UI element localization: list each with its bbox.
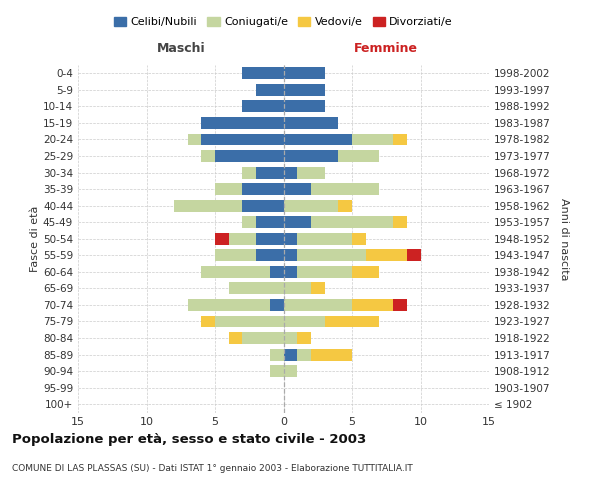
Bar	[366, 250, 407, 262]
Bar	[352, 299, 393, 311]
Text: Popolazione per età, sesso e stato civile - 2003: Popolazione per età, sesso e stato civil…	[12, 432, 366, 446]
Bar	[242, 100, 284, 112]
Bar	[393, 299, 407, 311]
Bar	[188, 134, 202, 145]
Bar	[284, 233, 297, 244]
Bar	[270, 365, 284, 377]
Bar	[270, 299, 284, 311]
Bar	[338, 200, 352, 211]
Bar	[215, 316, 284, 328]
Bar	[284, 299, 352, 311]
Bar	[311, 282, 325, 294]
Bar	[202, 134, 284, 145]
Bar	[284, 84, 325, 96]
Bar	[215, 183, 242, 195]
Bar	[284, 348, 297, 360]
Bar	[352, 233, 366, 244]
Bar	[256, 166, 284, 178]
Bar	[284, 150, 338, 162]
Bar	[202, 266, 270, 278]
Bar	[284, 166, 297, 178]
Bar	[284, 183, 311, 195]
Bar	[284, 250, 297, 262]
Bar	[242, 68, 284, 79]
Bar	[242, 216, 256, 228]
Bar	[256, 216, 284, 228]
Bar	[242, 332, 284, 344]
Bar	[202, 150, 215, 162]
Bar	[188, 299, 270, 311]
Bar	[284, 282, 311, 294]
Bar	[284, 200, 338, 211]
Bar	[407, 250, 421, 262]
Bar	[311, 348, 352, 360]
Bar	[393, 216, 407, 228]
Bar	[202, 316, 215, 328]
Y-axis label: Anni di nascita: Anni di nascita	[559, 198, 569, 280]
Bar	[352, 134, 393, 145]
Y-axis label: Fasce di età: Fasce di età	[30, 206, 40, 272]
Bar	[284, 100, 325, 112]
Bar	[284, 68, 325, 79]
Bar	[284, 134, 352, 145]
Bar	[229, 282, 284, 294]
Bar	[311, 183, 379, 195]
Bar	[242, 183, 284, 195]
Bar	[256, 233, 284, 244]
Bar	[284, 266, 297, 278]
Bar	[393, 134, 407, 145]
Bar	[256, 250, 284, 262]
Bar	[229, 332, 242, 344]
Bar	[215, 233, 229, 244]
Bar	[297, 233, 352, 244]
Bar	[297, 250, 366, 262]
Bar	[202, 117, 284, 129]
Bar	[297, 266, 352, 278]
Legend: Celibi/Nubili, Coniugati/e, Vedovi/e, Divorziati/e: Celibi/Nubili, Coniugati/e, Vedovi/e, Di…	[114, 16, 453, 28]
Bar	[284, 332, 297, 344]
Bar	[270, 348, 284, 360]
Bar	[215, 150, 284, 162]
Bar	[242, 166, 256, 178]
Bar	[297, 332, 311, 344]
Text: Femmine: Femmine	[354, 42, 418, 54]
Bar	[215, 250, 256, 262]
Bar	[352, 266, 379, 278]
Bar	[270, 266, 284, 278]
Bar	[338, 150, 379, 162]
Bar	[284, 117, 338, 129]
Bar	[297, 348, 311, 360]
Text: Maschi: Maschi	[157, 42, 205, 54]
Bar	[311, 216, 393, 228]
Bar	[242, 200, 284, 211]
Bar	[325, 316, 379, 328]
Bar	[256, 84, 284, 96]
Bar	[297, 166, 325, 178]
Text: COMUNE DI LAS PLASSAS (SU) - Dati ISTAT 1° gennaio 2003 - Elaborazione TUTTITALI: COMUNE DI LAS PLASSAS (SU) - Dati ISTAT …	[12, 464, 413, 473]
Bar	[284, 216, 311, 228]
Bar	[174, 200, 242, 211]
Bar	[284, 316, 325, 328]
Bar	[284, 365, 297, 377]
Bar	[229, 233, 256, 244]
